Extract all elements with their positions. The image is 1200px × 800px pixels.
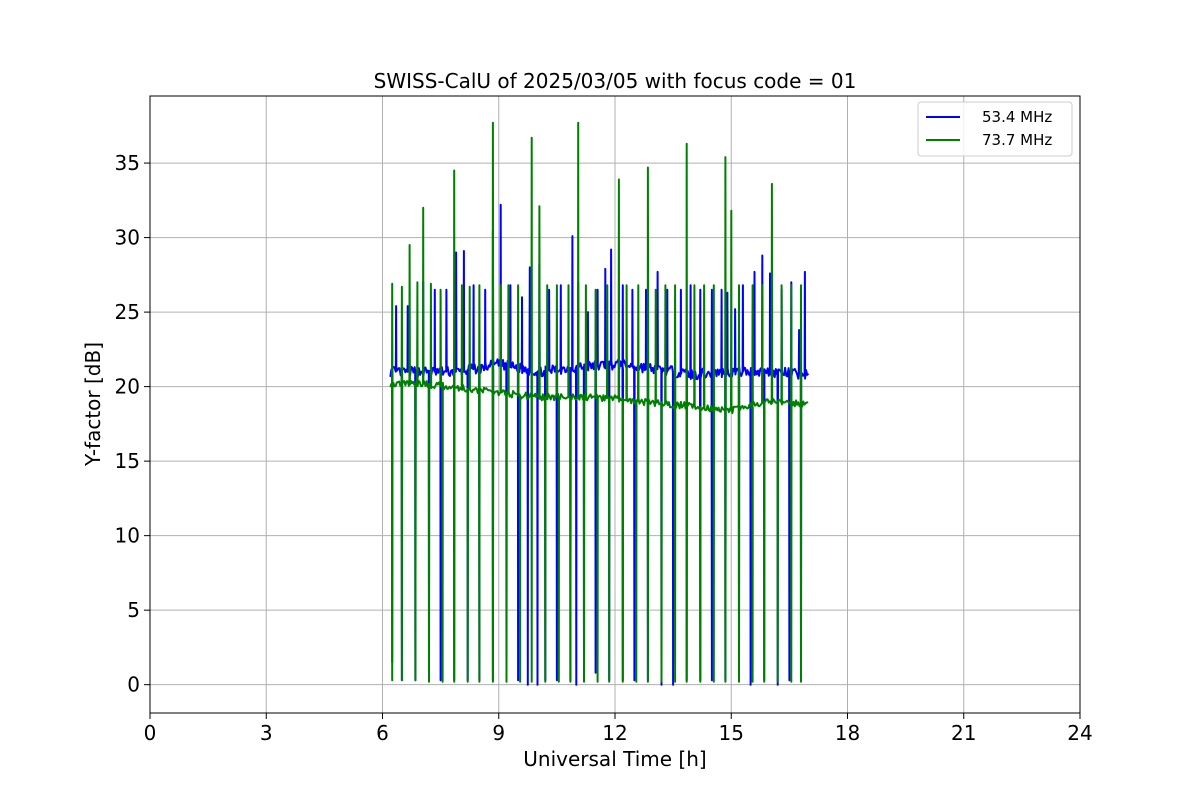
y-tick-label: 20	[115, 375, 140, 399]
x-tick-label: 21	[951, 721, 976, 745]
x-tick-label: 6	[376, 721, 389, 745]
x-tick-label: 15	[719, 721, 744, 745]
y-tick-label: 35	[115, 151, 140, 175]
legend-label-73-7-mhz: 73.7 MHz	[982, 131, 1052, 149]
x-tick-label: 12	[602, 721, 627, 745]
y-tick-label: 30	[115, 226, 140, 250]
y-tick-label: 5	[127, 598, 140, 622]
y-tick-label: 25	[115, 300, 140, 324]
x-axis-label: Universal Time [h]	[523, 747, 706, 771]
legend-box	[917, 101, 1073, 157]
y-axis-label: Y-factor [dB]	[81, 342, 105, 467]
x-tick-label: 18	[835, 721, 860, 745]
y-tick-label: 10	[115, 524, 140, 548]
chart-title: SWISS-CalU of 2025/03/05 with focus code…	[374, 69, 857, 93]
grid-layer	[149, 96, 1081, 713]
tick-layer: 0 3 6 9 12 15 18 21 24 0 5 10 15 20 25 30 35	[115, 151, 1093, 745]
x-tick-label: 0	[144, 721, 157, 745]
series-layer	[389, 121, 810, 686]
legend-label-53-4-mhz: 53.4 MHz	[982, 108, 1052, 126]
x-tick-label: 24	[1067, 721, 1092, 745]
y-tick-label: 0	[127, 673, 140, 697]
x-tick-label: 9	[492, 721, 505, 745]
series-line-73-7-mhz	[389, 121, 809, 683]
x-tick-label: 3	[260, 721, 273, 745]
y-tick-label: 15	[115, 449, 140, 473]
legend: 53.4 MHz 73.7 MHz	[917, 101, 1073, 157]
